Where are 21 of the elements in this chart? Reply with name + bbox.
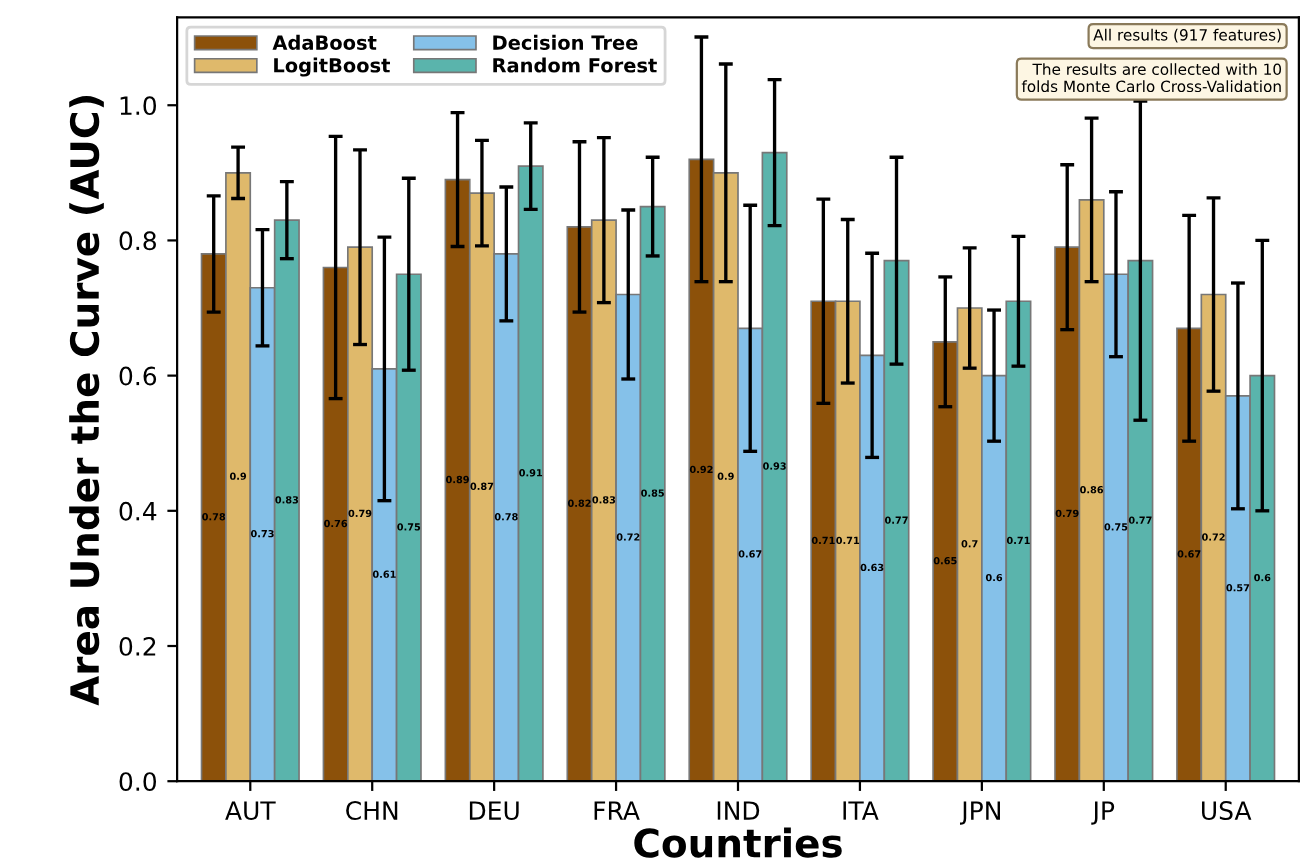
x-tick-label: IND bbox=[717, 801, 760, 820]
x-tick-label: FRA bbox=[594, 801, 640, 820]
x-tick-label: DEU bbox=[469, 801, 519, 820]
x-axis-title: Countries bbox=[634, 827, 842, 858]
y-tick-label: 0.8 bbox=[119, 231, 156, 251]
y-tick-label: 0.2 bbox=[119, 636, 156, 656]
legend-label: Decision Tree bbox=[493, 34, 638, 50]
y-tick-label: 1.0 bbox=[120, 96, 157, 116]
x-tick-label: JP bbox=[1091, 801, 1115, 825]
legend-label: Random Forest bbox=[493, 57, 657, 73]
y-tick-label: 0.6 bbox=[119, 366, 157, 386]
x-tick-label: CHN bbox=[346, 801, 398, 820]
y-tick-label: 0.0 bbox=[119, 772, 157, 792]
legend-label: AdaBoost bbox=[272, 34, 377, 50]
x-tick-label: ITA bbox=[843, 801, 879, 820]
legend-label: LogitBoost bbox=[274, 57, 390, 77]
x-tick-label: JPN bbox=[959, 801, 1000, 825]
x-tick-label: USA bbox=[1202, 801, 1252, 820]
y-tick-label: 0.4 bbox=[119, 501, 157, 521]
x-tick-label: AUT bbox=[225, 801, 276, 820]
y-axis-title: Area Under the Curve (AUC) bbox=[69, 96, 104, 706]
